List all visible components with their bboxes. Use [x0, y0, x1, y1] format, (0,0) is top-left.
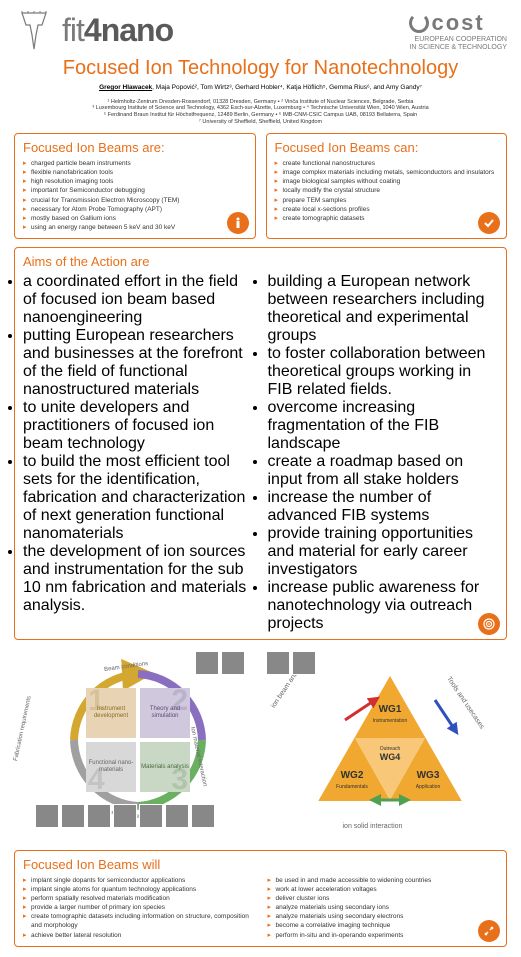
list-item: crucial for Transmission Electron Micros… [23, 196, 247, 205]
wg2-label: WG2 [340, 770, 363, 781]
list-item: prepare TEM samples [275, 196, 499, 205]
list-item: create local x-sections profiles [275, 205, 499, 214]
list-item: provide training opportunities and mater… [268, 525, 499, 579]
list-item: using an energy range between 5 keV and … [23, 223, 247, 232]
list-item: create functional nanostructures [275, 159, 499, 168]
list-item: implant single dopants for semiconductor… [23, 876, 254, 885]
thumbnail-strip [265, 650, 317, 681]
wg-triangle-icon: WG1 Instrumentation WG2 Fundamentals WG3… [305, 670, 475, 820]
list-item: perform spatially resolved materials mod… [23, 894, 254, 903]
wg3-label: WG3 [416, 770, 439, 781]
list-item: analyze materials using secondary ions [268, 903, 499, 912]
quadrant-diagram: 1Instrument development 2Theory and simu… [14, 650, 257, 840]
cost-ring-icon [409, 13, 429, 33]
list-item: image biological samples without coating [275, 177, 499, 186]
list-item: to foster collaboration between theoreti… [268, 345, 499, 399]
thumbnail-strip [34, 803, 216, 834]
list-item: charged particle beam instruments [23, 159, 247, 168]
list-item: analyze materials using secondary electr… [268, 912, 499, 921]
list-item: flexible nanofabrication tools [23, 168, 247, 177]
list-item: implant single atoms for quantum technol… [23, 885, 254, 894]
quad-4: 4Functional nano-materials [86, 742, 136, 792]
wg4-sub: Outreach [379, 746, 400, 752]
quad-1: 1Instrument development [86, 688, 136, 738]
aims-col2: building a European network between rese… [268, 273, 499, 633]
quad-2: 2Theory and simulation [140, 688, 190, 738]
affiliations: ¹ Helmholtz-Zentrum Dresden-Rossendorf, … [14, 99, 507, 125]
wg3-sub: Application [415, 784, 440, 790]
list-item: become a correlative imaging technique [268, 921, 499, 930]
check-icon [478, 212, 500, 234]
logo-part-3: nano [101, 12, 173, 48]
fit4nano-logo: fit4nano [62, 12, 173, 49]
list-item: provide a larger number of primary ion s… [23, 903, 254, 912]
list-item: a coordinated effort in the field of foc… [23, 273, 254, 327]
poster-title: Focused Ion Technology for Nanotechnolog… [14, 57, 507, 80]
logo-part-1: fit [62, 12, 84, 48]
thumbnail-strip [194, 650, 246, 681]
logo-part-2: 4 [84, 12, 101, 48]
will-col2: be used in and made accessible to wideni… [268, 876, 499, 940]
cost-logo: cost EUROPEAN COOPERATION IN SCIENCE & T… [409, 10, 507, 51]
list-item: important for Semiconductor debugging [23, 186, 247, 195]
cost-sub1: EUROPEAN COOPERATION [409, 36, 507, 44]
wg2-sub: Fundamentals [336, 784, 368, 790]
box-can-list: create functional nanostructures image c… [275, 159, 499, 223]
list-item: building a European network between rese… [268, 273, 499, 345]
list-item: achieve better lateral resolution [23, 931, 254, 940]
quadrant-grid: 1Instrument development 2Theory and simu… [86, 688, 190, 792]
aims-col1: a coordinated effort in the field of foc… [23, 273, 254, 615]
list-item: to unite developers and practitioners of… [23, 399, 254, 453]
lead-author: Gregor Hlawacek [99, 84, 152, 91]
list-item: create a roadmap based on input from all… [268, 453, 499, 489]
list-item: create tomographic datasets [275, 214, 499, 223]
list-item: locally modify the crystal structure [275, 186, 499, 195]
tools-icon [478, 920, 500, 942]
box-are-list: charged particle beam instruments flexib… [23, 159, 247, 232]
tri-side-bottom: ion solid interaction [343, 823, 403, 830]
list-item: necessary for Atom Probe Tomography (APT… [23, 205, 247, 214]
list-item: perform in-situ and in-operando experime… [268, 931, 499, 940]
wg1-sub: Instrumentation [372, 718, 407, 724]
list-item: to build the most efficient tool sets fo… [23, 453, 254, 543]
cost-text: cost [431, 10, 484, 36]
box-will-title: Focused Ion Beams will [23, 857, 498, 872]
box-can: Focused Ion Beams can: create functional… [266, 133, 508, 239]
info-icon [227, 212, 249, 234]
triangle-diagram: WG1 Instrumentation WG2 Fundamentals WG3… [265, 650, 508, 840]
list-item: deliver cluster ions [268, 894, 499, 903]
box-can-title: Focused Ion Beams can: [275, 140, 499, 155]
box-are: Focused Ion Beams are: charged particle … [14, 133, 256, 239]
header: fit4nano cost EUROPEAN COOPERATION IN SC… [14, 10, 507, 51]
wg4-label: WG4 [379, 752, 400, 762]
box-are-title: Focused Ion Beams are: [23, 140, 247, 155]
diagram-area: 1Instrument development 2Theory and simu… [14, 650, 507, 840]
will-col1: implant single dopants for semiconductor… [23, 876, 254, 940]
box-will: Focused Ion Beams will implant single do… [14, 850, 507, 947]
cost-sub2: IN SCIENCE & TECHNOLOGY [409, 44, 507, 52]
list-item: the development of ion sources and instr… [23, 543, 254, 615]
box-aims: Aims of the Action are a coordinated eff… [14, 247, 507, 640]
list-item: be used in and made accessible to wideni… [268, 876, 499, 885]
list-item: increase public awareness for nanotechno… [268, 579, 499, 633]
list-item: create tomographic datasets including in… [23, 912, 254, 930]
list-item: increase the number of advanced FIB syst… [268, 489, 499, 525]
list-item: high resolution imaging tools [23, 177, 247, 186]
list-item: work at lower acceleration voltages [268, 885, 499, 894]
list-item: putting European researchers and busines… [23, 327, 254, 399]
wg1-label: WG1 [378, 704, 401, 715]
quad-3: 3Materials analysis [140, 742, 190, 792]
list-item: image complex materials including metals… [275, 168, 499, 177]
list-item: overcome increasing fragmentation of the… [268, 399, 499, 453]
authors: Gregor Hlawacek, Maja Popović², Tom Wirt… [14, 84, 507, 92]
other-authors: , Maja Popović², Tom Wirtz³, Gerhard Hob… [152, 84, 422, 91]
box-aims-title: Aims of the Action are [23, 254, 498, 269]
target-icon [478, 613, 500, 635]
list-item: mostly based on Gallium ions [23, 214, 247, 223]
probe-logo-icon [14, 11, 54, 51]
